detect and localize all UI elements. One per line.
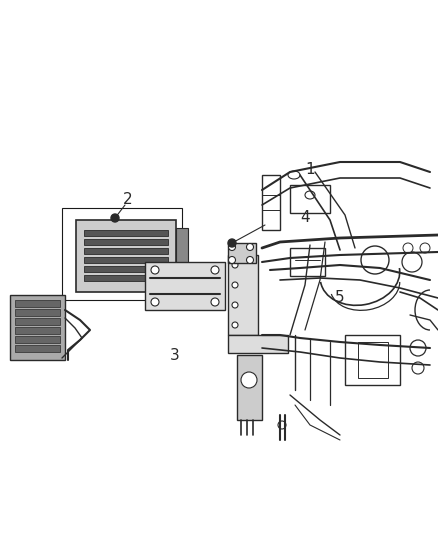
Bar: [15, 345, 60, 352]
Circle shape: [228, 239, 236, 247]
Bar: [62, 208, 182, 300]
Bar: [358, 342, 388, 378]
Circle shape: [241, 372, 257, 388]
Circle shape: [232, 262, 238, 268]
Bar: [84, 230, 168, 236]
Bar: [290, 248, 325, 276]
Circle shape: [247, 256, 254, 263]
Bar: [262, 175, 280, 230]
Bar: [15, 309, 60, 316]
Bar: [237, 355, 262, 420]
Ellipse shape: [288, 171, 300, 179]
Circle shape: [232, 282, 238, 288]
Circle shape: [278, 421, 286, 429]
Bar: [15, 300, 60, 307]
Bar: [84, 248, 168, 254]
Bar: [145, 262, 225, 310]
Circle shape: [229, 256, 236, 263]
Bar: [176, 228, 188, 284]
Bar: [76, 220, 176, 292]
Circle shape: [229, 244, 236, 251]
Bar: [228, 335, 288, 353]
Circle shape: [232, 302, 238, 308]
Circle shape: [420, 243, 430, 253]
Bar: [84, 257, 168, 263]
Bar: [290, 185, 330, 213]
Bar: [84, 239, 168, 245]
Text: 4: 4: [300, 211, 310, 225]
Circle shape: [410, 340, 426, 356]
Circle shape: [403, 243, 413, 253]
Text: 1: 1: [305, 163, 315, 177]
Circle shape: [247, 244, 254, 251]
Circle shape: [361, 246, 389, 274]
Circle shape: [111, 214, 119, 222]
Circle shape: [232, 322, 238, 328]
Circle shape: [211, 298, 219, 306]
Bar: [84, 275, 168, 281]
Bar: [228, 243, 256, 263]
Circle shape: [151, 298, 159, 306]
Text: 5: 5: [335, 290, 345, 305]
Bar: [345, 335, 400, 385]
Bar: [228, 255, 258, 335]
Circle shape: [211, 266, 219, 274]
Circle shape: [412, 362, 424, 374]
Circle shape: [151, 266, 159, 274]
Bar: [15, 327, 60, 334]
Ellipse shape: [305, 191, 315, 199]
Text: 3: 3: [170, 348, 180, 362]
Bar: [15, 336, 60, 343]
Circle shape: [402, 252, 422, 272]
Text: 2: 2: [123, 192, 133, 207]
Bar: [15, 318, 60, 325]
Bar: [10, 295, 65, 360]
Bar: [84, 266, 168, 272]
